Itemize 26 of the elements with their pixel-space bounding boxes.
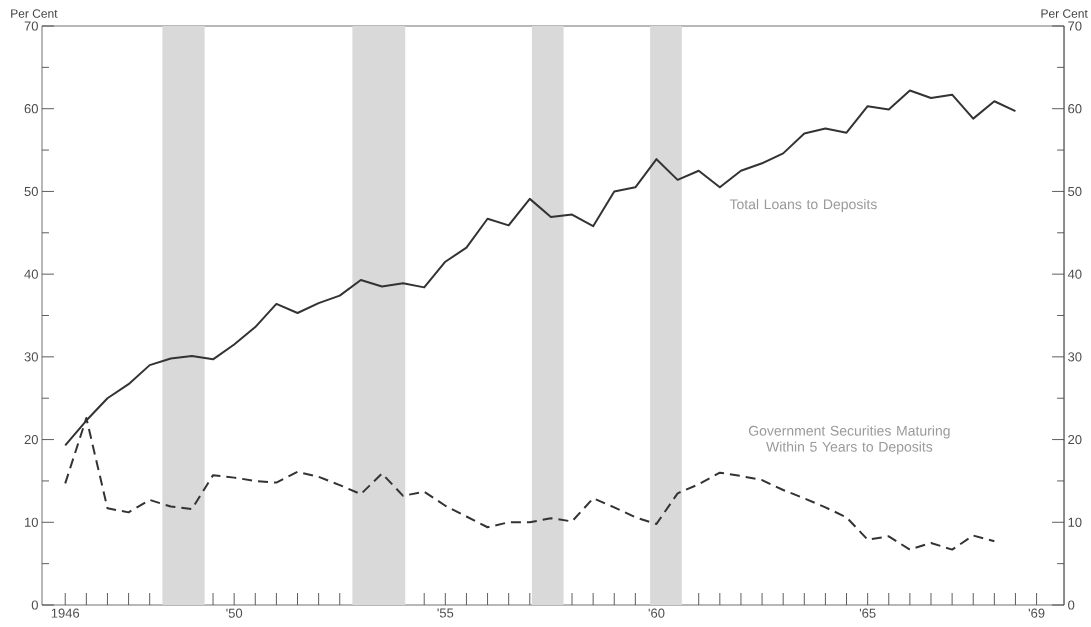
y-tick-label: 10 [25, 517, 38, 527]
y2-tick-label: 10 [1068, 517, 1082, 527]
y2-axis-title: Per Cent [1041, 9, 1088, 18]
x-tick-label: '55 [437, 608, 454, 618]
y2-tick-label: 40 [1067, 269, 1082, 279]
series-label: Government Securities Maturing Within 5 Years to Deposits [748, 425, 950, 455]
y2-tick-label: 70 [1068, 21, 1082, 31]
x-tick-label: '65 [859, 608, 876, 618]
y2-tick-label: 0 [1068, 600, 1075, 610]
y-tick-label: 50 [24, 186, 38, 197]
x-tick-label: '50 [226, 608, 243, 618]
y2-tick-label: 60 [1068, 104, 1082, 114]
y2-tick-label: 20 [1068, 434, 1082, 445]
x-tick-label: 1946 [51, 608, 80, 618]
y-tick-label: 0 [31, 600, 38, 610]
series-label: Total Loans to Deposits [729, 198, 877, 213]
y-tick-label: 70 [24, 21, 38, 31]
y-axis-title: Per Cent [11, 9, 58, 18]
x-tick-label: '60 [648, 608, 665, 618]
y-tick-label: 60 [24, 104, 38, 114]
x-tick-label: '69 [1028, 608, 1045, 618]
y-tick-label: 40 [24, 269, 38, 279]
y-tick-label: 20 [24, 434, 38, 445]
y2-tick-label: 30 [1068, 352, 1082, 362]
y-tick-label: 30 [24, 352, 38, 362]
y2-tick-label: 50 [1068, 186, 1082, 197]
